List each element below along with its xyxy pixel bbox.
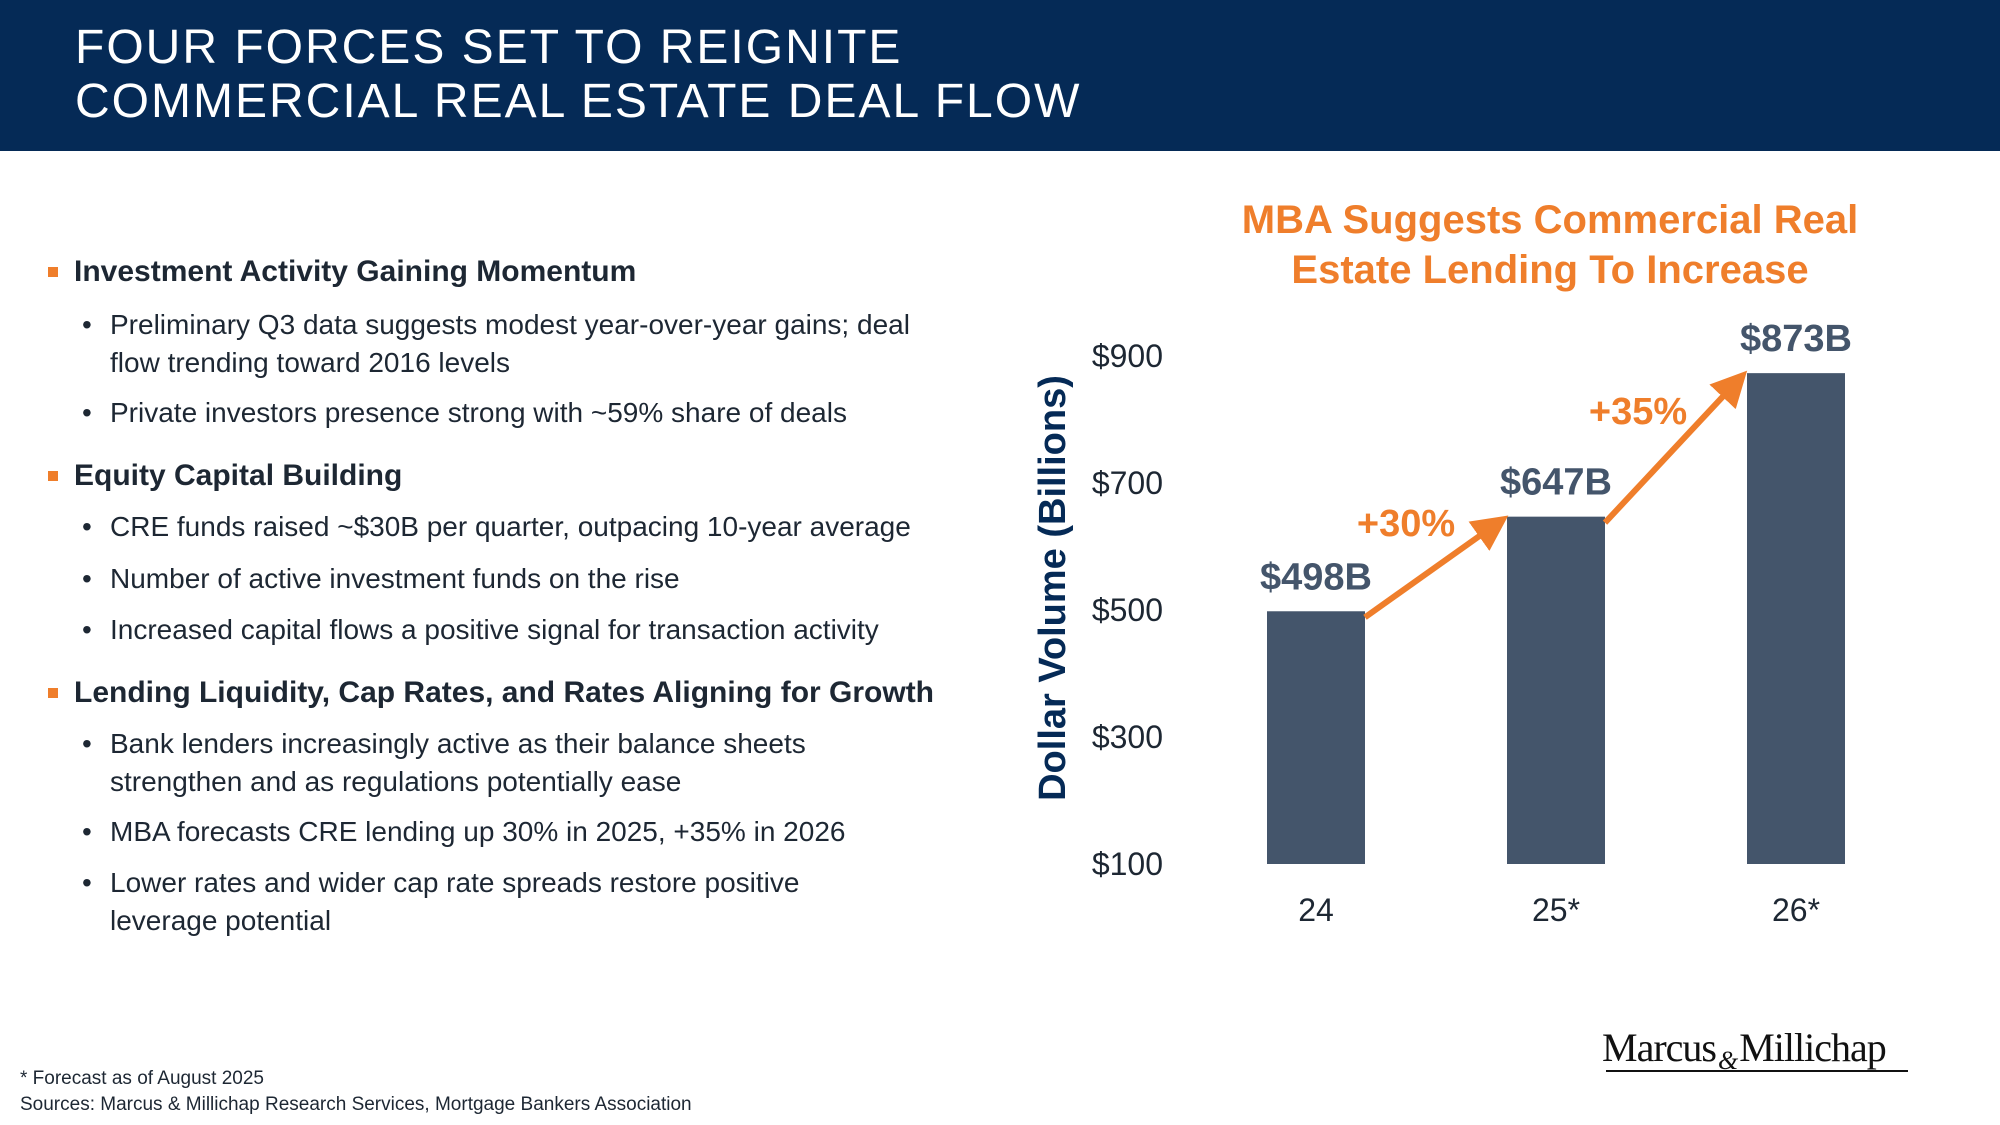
growth-arrow	[1363, 515, 1509, 620]
forecast-footnote: * Forecast as of August 2025	[20, 1068, 264, 1089]
orange-square-bullet-icon	[48, 267, 58, 277]
bullet-dot-icon: •	[82, 309, 92, 340]
company-logo: Marcus&Millichap	[1602, 1025, 1887, 1075]
bullet-dot-icon: •	[82, 867, 92, 898]
bar	[1747, 373, 1845, 864]
bar-value-label: $647B	[1500, 462, 1612, 504]
list-item: • Increased capital flows a positive sig…	[82, 611, 879, 649]
y-tick-label: $900	[1092, 338, 1163, 374]
bar-value-label: $498B	[1260, 556, 1372, 598]
x-tick-label: 26*	[1772, 892, 1820, 928]
chart-title-line-2: Estate Lending To Increase	[1291, 248, 1809, 292]
y-tick-label: $700	[1092, 465, 1163, 501]
header-banner: FOUR FORCES SET TO REIGNITE COMMERCIAL R…	[0, 0, 2000, 151]
bullet-dot-icon: •	[82, 511, 92, 542]
x-tick-label: 25*	[1532, 892, 1580, 928]
chart-title-line-1: MBA Suggests Commercial Real	[1241, 198, 1859, 242]
list-item: • Preliminary Q3 data suggests modest ye…	[82, 306, 910, 382]
bar	[1267, 611, 1365, 864]
orange-square-bullet-icon	[48, 471, 58, 481]
y-tick-label: $500	[1092, 592, 1163, 628]
growth-arrow	[1602, 370, 1748, 525]
page-title-line-1: FOUR FORCES SET TO REIGNITE	[75, 21, 903, 74]
bullet-dot-icon: •	[82, 728, 92, 759]
list-item: • Bank lenders increasingly active as th…	[82, 725, 806, 801]
x-tick-label: 24	[1298, 892, 1334, 928]
sources-footnote: Sources: Marcus & Millichap Research Ser…	[20, 1094, 692, 1115]
bullet-dot-icon: •	[82, 397, 92, 428]
list-item: • Private investors presence strong with…	[82, 394, 847, 432]
orange-square-bullet-icon	[48, 688, 58, 698]
list-item: • MBA forecasts CRE lending up 30% in 20…	[82, 813, 845, 851]
bullet-dot-icon: •	[82, 614, 92, 645]
section-heading: Lending Liquidity, Cap Rates, and Rates …	[48, 676, 934, 710]
section-heading: Investment Activity Gaining Momentum	[48, 255, 636, 289]
bullet-dot-icon: •	[82, 816, 92, 847]
bullet-dot-icon: •	[82, 563, 92, 594]
logo-underline	[1606, 1070, 1908, 1072]
growth-label: +35%	[1589, 391, 1687, 433]
bullet-list: Investment Activity Gaining Momentum • P…	[0, 0, 1000, 1000]
list-item: • Number of active investment funds on t…	[82, 560, 680, 598]
y-tick-label: $300	[1092, 719, 1163, 755]
page-title-line-2: COMMERCIAL REAL ESTATE DEAL FLOW	[75, 75, 1082, 128]
bar-value-label: $873B	[1740, 318, 1852, 360]
bar	[1507, 516, 1605, 864]
y-tick-label: $100	[1092, 846, 1163, 882]
section-heading: Equity Capital Building	[48, 459, 402, 493]
list-item: • CRE funds raised ~$30B per quarter, ou…	[82, 508, 911, 546]
growth-label: +30%	[1357, 503, 1455, 545]
list-item: • Lower rates and wider cap rate spreads…	[82, 864, 799, 940]
y-axis-title: Dollar Volume (Billions)	[1032, 375, 1074, 801]
